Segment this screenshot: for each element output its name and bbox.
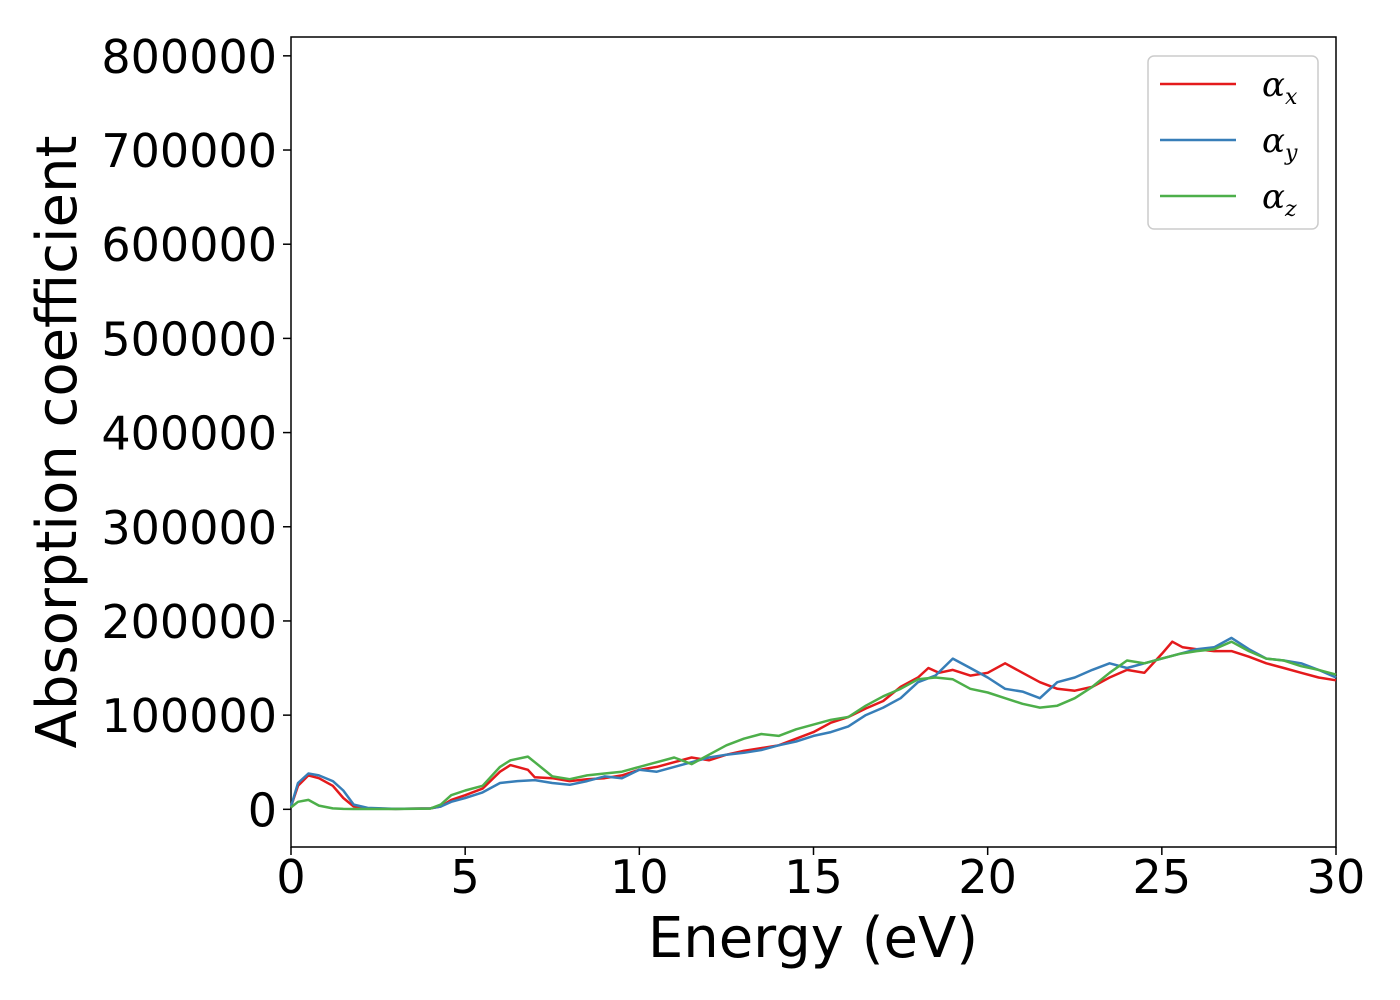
- legend-symbol: α: [1262, 177, 1285, 217]
- legend-symbol: α: [1262, 65, 1285, 105]
- legend-subscript: z: [1284, 197, 1297, 222]
- y-tick-label: 400000: [101, 407, 277, 461]
- y-axis-ticks: 0 100000 200000 300000 400000 500000 600000 700…: [101, 30, 291, 837]
- y-tick-label: 0: [248, 783, 277, 837]
- legend-label-y: αy: [1262, 121, 1298, 166]
- legend-subscript: x: [1285, 85, 1298, 110]
- legend-box: [1147, 55, 1319, 230]
- x-tick-label: 5: [451, 850, 480, 904]
- x-axis-title: Energy (eV): [648, 906, 978, 971]
- x-tick-label: 0: [276, 850, 305, 904]
- y-tick-label: 200000: [101, 595, 277, 649]
- x-tick-label: 30: [1307, 850, 1366, 904]
- legend-subscript: y: [1284, 141, 1298, 166]
- series-line-z: [290, 640, 1337, 811]
- legend-symbol: α: [1262, 121, 1285, 161]
- legend-label-x: αx: [1262, 65, 1298, 110]
- legend-label-z: αz: [1262, 177, 1297, 222]
- y-tick-label: 700000: [101, 124, 277, 178]
- y-tick-label: 600000: [101, 218, 277, 272]
- y-tick-label: 800000: [101, 30, 277, 84]
- y-tick-label: 100000: [101, 689, 277, 743]
- y-tick-label: 500000: [101, 312, 277, 366]
- x-tick-label: 25: [1133, 850, 1192, 904]
- y-tick-label: 300000: [101, 501, 277, 555]
- x-tick-label: 10: [610, 850, 669, 904]
- x-tick-label: 15: [784, 850, 843, 904]
- x-axis-ticks: 0 5 10 15 20 25 30: [276, 847, 1365, 904]
- x-tick-label: 20: [958, 850, 1017, 904]
- y-axis-title: Absorption coefficient: [25, 136, 90, 749]
- series-group: [289, 636, 1337, 811]
- series-line-x: [289, 640, 1337, 811]
